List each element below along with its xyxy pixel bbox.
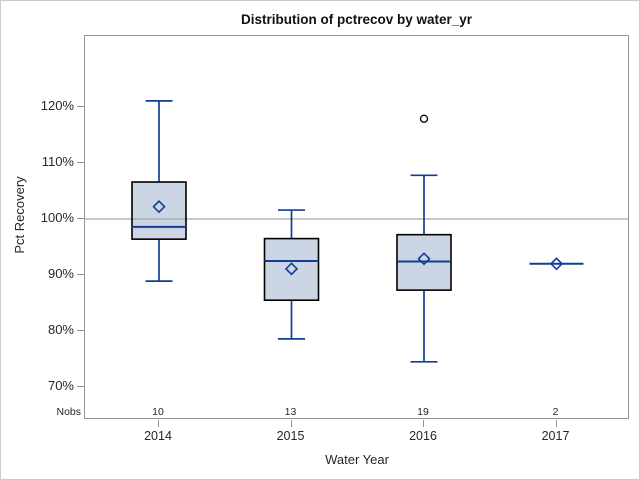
nobs-value: 2 <box>552 406 559 418</box>
y-tick-mark <box>77 162 84 163</box>
y-tick-mark <box>77 274 84 275</box>
boxplot-canvas <box>85 99 628 363</box>
x-axis-title: Water Year <box>325 452 389 467</box>
nobs-value: 19 <box>417 406 429 418</box>
x-category-label: 2016 <box>409 429 437 443</box>
y-tick-mark <box>77 330 84 331</box>
nobs-value: 13 <box>284 406 297 418</box>
y-tick-label: 120% <box>40 98 74 113</box>
y-tick-label: 110% <box>41 154 74 169</box>
y-tick-label: 70% <box>47 378 74 393</box>
x-category-label: 2015 <box>276 429 305 443</box>
box-fill-2014 <box>132 182 186 240</box>
box-border-2015 <box>263 237 320 302</box>
x-tick-mark <box>555 420 557 427</box>
x-tick-mark <box>158 420 159 427</box>
y-axis-label: Pct Recovery <box>12 176 27 254</box>
x-tick-mark <box>290 420 292 427</box>
plot-area <box>84 35 629 419</box>
chart-title: Distribution of pctrecov by water_yr <box>240 12 473 27</box>
mean-diamond-2015 <box>284 262 299 276</box>
mean-diamond-2017 <box>549 257 564 271</box>
x-category-label: 2017 <box>541 429 570 443</box>
y-tick-mark <box>77 106 84 107</box>
mean-diamond-2014 <box>152 200 166 214</box>
y-tick-mark <box>77 386 84 387</box>
nobs-value: 10 <box>152 406 164 418</box>
mean-diamond-2016 <box>417 252 431 266</box>
outlier-point-2016 <box>419 114 429 123</box>
x-category-label: 2014 <box>144 429 172 443</box>
y-tick-label: 90% <box>47 266 74 281</box>
y-tick-mark <box>77 218 84 219</box>
nobs-label: Nobs <box>56 406 81 418</box>
y-tick-label: 100% <box>40 210 74 225</box>
box-border-2014 <box>131 181 187 240</box>
x-tick-mark <box>423 420 424 427</box>
y-tick-label: 80% <box>47 322 74 337</box>
box-fill-2015 <box>264 238 319 301</box>
